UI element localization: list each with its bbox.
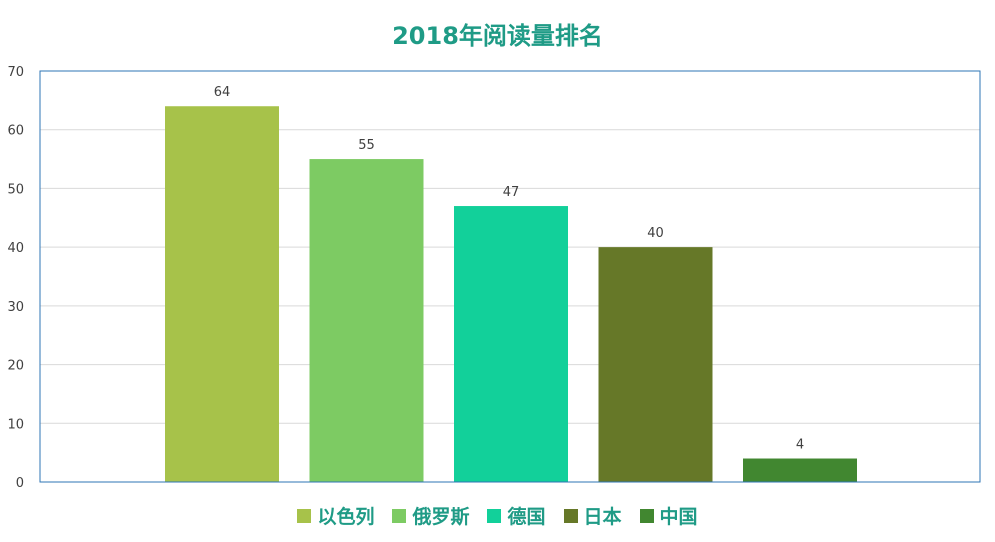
bar-2: [309, 159, 424, 483]
y-tick-label: 10: [7, 417, 24, 432]
data-label-4: 40: [647, 226, 664, 241]
legend-label: 中国: [659, 506, 698, 528]
bar-1: [165, 106, 279, 482]
legend-swatch: [392, 508, 407, 523]
legend-label: 日本: [583, 506, 622, 528]
legend-label: 德国: [507, 506, 546, 528]
data-label-3: 47: [503, 185, 520, 200]
legend-swatch: [487, 508, 502, 523]
legend-label: 俄罗斯: [412, 506, 470, 528]
legend-swatch: [563, 508, 578, 523]
legend-item: 日本: [563, 502, 622, 529]
legend: 以色列 俄罗斯 德国 日本 中国: [0, 502, 995, 529]
bar-chart: 0 10 20 30 40 50 60 70 64 55 47 40 4: [7, 65, 981, 491]
y-tick-label: 40: [7, 241, 24, 256]
legend-item: 俄罗斯: [392, 502, 469, 529]
bars: [165, 106, 857, 483]
y-tick-label: 60: [7, 124, 24, 139]
legend-item: 德国: [487, 502, 546, 529]
y-tick-label: 30: [7, 300, 24, 315]
y-tick-label: 50: [7, 182, 24, 197]
legend-item: 以色列: [297, 502, 374, 529]
data-labels: 64 55 47 40 4: [214, 85, 804, 452]
y-tick-label: 0: [16, 476, 24, 491]
plot-frame: [39, 70, 981, 483]
legend-swatch: [639, 508, 654, 523]
legend-item: 中国: [639, 502, 698, 529]
bar-3: [454, 206, 568, 483]
legend-label: 以色列: [317, 506, 375, 528]
data-label-2: 55: [358, 138, 375, 153]
bar-4: [598, 247, 713, 482]
y-tick-labels: 0 10 20 30 40 50 60 70: [7, 65, 24, 491]
bar-5: [743, 458, 857, 482]
data-label-5: 4: [796, 438, 804, 453]
data-label-1: 64: [214, 85, 231, 100]
chart-title: 2018年阅读量排名: [392, 22, 603, 50]
y-tick-label: 70: [7, 65, 24, 80]
y-tick-label: 20: [7, 359, 24, 374]
legend-swatch: [297, 508, 312, 523]
